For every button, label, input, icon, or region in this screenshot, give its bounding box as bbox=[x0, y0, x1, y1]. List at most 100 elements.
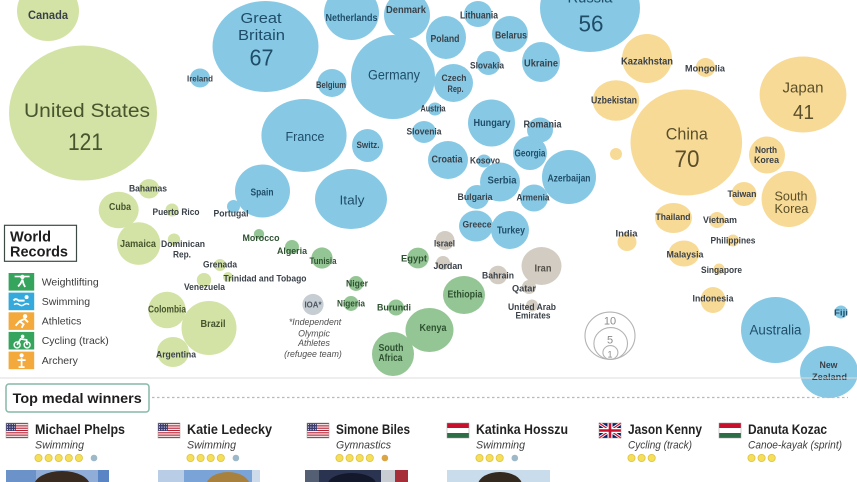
svg-text:Azerbaijan: Azerbaijan bbox=[548, 173, 591, 185]
svg-text:Slovakia: Slovakia bbox=[470, 60, 505, 71]
svg-text:IOA*: IOA* bbox=[305, 300, 323, 310]
svg-text:Argentina: Argentina bbox=[156, 349, 197, 360]
svg-text:Armenia: Armenia bbox=[517, 192, 551, 203]
svg-text:Philippines: Philippines bbox=[711, 235, 756, 246]
svg-text:41: 41 bbox=[793, 102, 814, 124]
svg-text:World: World bbox=[10, 230, 51, 246]
svg-text:Korea: Korea bbox=[775, 202, 809, 216]
svg-text:Archery: Archery bbox=[42, 355, 79, 367]
svg-text:Cycling (track): Cycling (track) bbox=[42, 335, 109, 347]
svg-text:Portugal: Portugal bbox=[214, 208, 249, 219]
svg-text:121: 121 bbox=[68, 129, 103, 156]
svg-text:Jason Kenny: Jason Kenny bbox=[628, 422, 702, 437]
svg-text:Switz.: Switz. bbox=[357, 140, 380, 150]
svg-text:Kosovo: Kosovo bbox=[470, 155, 500, 166]
svg-text:Swimming: Swimming bbox=[187, 440, 237, 452]
svg-text:Grenada: Grenada bbox=[203, 259, 238, 270]
svg-text:Japan: Japan bbox=[783, 81, 824, 97]
svg-text:Africa: Africa bbox=[379, 353, 403, 364]
svg-text:Australia: Australia bbox=[750, 323, 802, 338]
svg-text:Kazakhstan: Kazakhstan bbox=[621, 57, 673, 68]
svg-text:Russia: Russia bbox=[568, 0, 614, 7]
svg-text:Vietnam: Vietnam bbox=[703, 215, 737, 226]
svg-text:United Arab: United Arab bbox=[508, 302, 556, 313]
svg-text:67: 67 bbox=[250, 45, 274, 71]
svg-text:5: 5 bbox=[607, 335, 613, 347]
svg-text:Denmark: Denmark bbox=[386, 5, 426, 16]
svg-text:Netherlands: Netherlands bbox=[326, 13, 378, 24]
svg-text:Trinidad and Tobago: Trinidad and Tobago bbox=[224, 273, 307, 284]
svg-text:Romania: Romania bbox=[524, 120, 562, 131]
svg-text:56: 56 bbox=[579, 11, 604, 37]
svg-text:Belarus: Belarus bbox=[495, 31, 527, 42]
svg-text:Dominican: Dominican bbox=[161, 239, 205, 250]
svg-text:Niger: Niger bbox=[346, 278, 368, 289]
svg-text:10: 10 bbox=[604, 316, 616, 328]
svg-text:Hungary: Hungary bbox=[474, 117, 511, 129]
svg-text:Rep.: Rep. bbox=[173, 249, 191, 260]
svg-text:Uzbekistan: Uzbekistan bbox=[591, 96, 637, 107]
svg-text:Ireland: Ireland bbox=[187, 74, 213, 84]
svg-text:Colombia: Colombia bbox=[148, 305, 186, 316]
svg-text:Korea: Korea bbox=[754, 155, 780, 166]
svg-text:Kenya: Kenya bbox=[420, 323, 447, 334]
svg-text:Indonesia: Indonesia bbox=[693, 293, 735, 304]
svg-text:India: India bbox=[616, 228, 639, 239]
svg-text:South: South bbox=[775, 189, 808, 203]
svg-text:Weightlifting: Weightlifting bbox=[42, 276, 99, 288]
svg-text:Austria: Austria bbox=[421, 104, 447, 114]
svg-text:Jordan: Jordan bbox=[434, 261, 463, 272]
svg-text:Swimming: Swimming bbox=[35, 440, 85, 452]
svg-text:Rep.: Rep. bbox=[448, 84, 464, 95]
svg-text:Egypt: Egypt bbox=[401, 253, 428, 264]
svg-text:Gymnastics: Gymnastics bbox=[336, 440, 391, 452]
svg-text:Belgium: Belgium bbox=[316, 80, 346, 91]
svg-text:Czech: Czech bbox=[442, 73, 467, 84]
svg-text:Venezuela: Venezuela bbox=[184, 282, 226, 293]
svg-text:Jamaica: Jamaica bbox=[120, 239, 156, 250]
svg-text:France: France bbox=[286, 129, 325, 144]
svg-text:Iran: Iran bbox=[535, 263, 552, 275]
svg-text:United States: United States bbox=[24, 100, 150, 122]
svg-text:Cycling (track): Cycling (track) bbox=[628, 440, 692, 452]
svg-text:Georgia: Georgia bbox=[515, 149, 546, 160]
svg-text:Top medal winners: Top medal winners bbox=[13, 390, 142, 406]
svg-text:Nigeria: Nigeria bbox=[337, 298, 366, 309]
svg-text:Bulgaria: Bulgaria bbox=[458, 192, 494, 203]
svg-text:China: China bbox=[666, 124, 709, 143]
svg-text:Cuba: Cuba bbox=[109, 202, 131, 213]
svg-text:Singapore: Singapore bbox=[701, 265, 742, 276]
svg-text:Swimming: Swimming bbox=[42, 296, 91, 308]
svg-text:Records: Records bbox=[10, 245, 68, 261]
svg-text:Mongolia: Mongolia bbox=[685, 63, 726, 74]
svg-text:Turkey: Turkey bbox=[497, 226, 525, 237]
svg-text:Athletes: Athletes bbox=[297, 338, 330, 348]
svg-text:*Independent: *Independent bbox=[289, 317, 342, 327]
svg-text:Germany: Germany bbox=[368, 68, 420, 83]
svg-text:Athletics: Athletics bbox=[42, 316, 82, 328]
svg-text:New: New bbox=[820, 360, 839, 370]
svg-text:70: 70 bbox=[675, 146, 700, 173]
svg-text:Slovenia: Slovenia bbox=[407, 127, 443, 137]
svg-text:Greece: Greece bbox=[463, 219, 492, 230]
svg-text:North: North bbox=[755, 145, 777, 156]
svg-text:Bahamas: Bahamas bbox=[129, 183, 167, 194]
svg-text:Morocco: Morocco bbox=[243, 233, 280, 244]
svg-text:Puerto Rico: Puerto Rico bbox=[153, 207, 200, 218]
svg-text:Lithuania: Lithuania bbox=[460, 11, 498, 22]
svg-text:Qatar: Qatar bbox=[512, 283, 536, 294]
svg-text:Tunisia: Tunisia bbox=[310, 256, 338, 267]
svg-text:South: South bbox=[379, 343, 404, 354]
svg-text:Britain: Britain bbox=[238, 27, 285, 44]
svg-text:Serbia: Serbia bbox=[488, 175, 517, 187]
svg-text:Olympic: Olympic bbox=[298, 329, 330, 339]
svg-text:(refugee team): (refugee team) bbox=[284, 349, 342, 359]
svg-text:Poland: Poland bbox=[431, 34, 460, 45]
svg-text:Michael Phelps: Michael Phelps bbox=[35, 422, 125, 437]
svg-text:Burundi: Burundi bbox=[377, 302, 411, 313]
svg-text:Fiji: Fiji bbox=[834, 308, 848, 318]
svg-text:Ukraine: Ukraine bbox=[524, 58, 558, 70]
svg-text:Simone Biles: Simone Biles bbox=[336, 422, 410, 437]
svg-text:Great: Great bbox=[241, 10, 283, 27]
svg-text:Bahrain: Bahrain bbox=[482, 270, 514, 281]
